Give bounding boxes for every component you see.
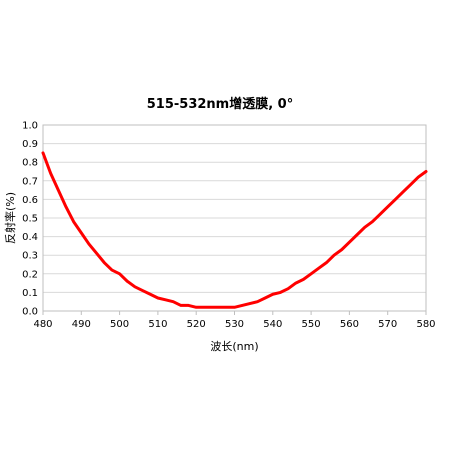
data-point	[65, 206, 67, 208]
data-point	[118, 273, 121, 275]
data-point	[172, 300, 175, 303]
data-point	[203, 306, 205, 309]
data-point	[134, 286, 136, 288]
x-tick-label: 550	[302, 319, 321, 330]
gridlines	[43, 143, 426, 293]
data-point	[126, 280, 129, 283]
y-tick-label: 0.8	[22, 158, 38, 169]
y-tick-label: 1.0	[22, 121, 38, 132]
data-point	[356, 233, 358, 236]
x-axis-title: 波长(nm)	[210, 340, 258, 353]
data-point	[302, 278, 305, 281]
x-tick-label: 510	[148, 319, 167, 330]
data-point	[402, 191, 404, 193]
data-point	[49, 172, 52, 175]
data-point	[233, 306, 236, 309]
data-point	[226, 306, 228, 309]
x-tick-label: 520	[187, 319, 206, 330]
x-tick-label: 570	[378, 319, 397, 330]
data-point	[218, 306, 220, 309]
data-point	[279, 291, 282, 294]
data-point	[340, 248, 343, 251]
data-point	[72, 220, 75, 223]
y-tick-label: 0.9	[22, 139, 38, 150]
data-point	[187, 304, 190, 307]
data-point	[210, 306, 213, 309]
y-tick-label: 0.5	[22, 214, 38, 225]
x-tick-label: 560	[340, 319, 359, 330]
data-point	[241, 304, 243, 307]
x-tick-label: 530	[225, 319, 244, 330]
data-point	[379, 213, 381, 216]
x-axis-ticks: 480 490 500 510 520 530 540 550 560 570 580	[33, 311, 436, 330]
data-point	[310, 273, 312, 275]
y-axis-ticks: 0.0 0.1 0.2 0.3 0.4 0.5 0.6 0.7 0.8 0.9 1.0	[22, 121, 38, 318]
chart-title: 515-532nm增透膜, 0°	[147, 96, 293, 112]
data-point	[256, 300, 259, 303]
data-point	[180, 304, 182, 307]
data-point	[317, 267, 320, 270]
x-tick-label: 480	[33, 319, 52, 330]
data-point	[264, 297, 266, 299]
data-point	[363, 226, 366, 229]
data-point	[164, 299, 167, 301]
reflectance-series-line	[41, 151, 428, 309]
y-tick-label: 0.6	[22, 195, 38, 206]
y-tick-label: 0.4	[22, 232, 38, 243]
data-point	[333, 254, 335, 256]
data-point	[425, 170, 427, 173]
data-point	[42, 152, 44, 154]
data-point	[386, 206, 389, 208]
y-tick-label: 0.1	[22, 288, 38, 299]
data-point	[88, 243, 90, 245]
data-point	[409, 183, 412, 186]
data-point	[103, 261, 106, 264]
data-point	[294, 282, 297, 284]
x-tick-label: 580	[416, 319, 435, 330]
data-point	[111, 269, 113, 271]
data-point	[417, 176, 420, 178]
x-tick-label: 490	[72, 319, 91, 330]
data-point	[287, 287, 289, 290]
data-point	[325, 261, 328, 264]
y-tick-label: 0.2	[22, 269, 38, 280]
x-tick-label: 540	[263, 319, 282, 330]
data-point	[195, 306, 197, 309]
data-point	[348, 241, 351, 243]
x-tick-label: 500	[110, 319, 129, 330]
y-tick-label: 0.7	[22, 176, 38, 187]
data-point	[371, 220, 374, 223]
data-point	[57, 189, 60, 191]
data-point	[394, 198, 397, 201]
y-axis-title: 反射率(%)	[3, 192, 17, 244]
data-point	[249, 302, 251, 305]
data-point	[149, 293, 152, 296]
data-point	[272, 293, 274, 296]
data-point	[141, 289, 144, 292]
data-point	[95, 252, 98, 255]
data-point	[157, 297, 159, 299]
data-point	[80, 232, 83, 234]
y-tick-label: 0.0	[22, 307, 38, 318]
y-tick-label: 0.3	[22, 251, 38, 262]
series-layer	[41, 151, 428, 309]
